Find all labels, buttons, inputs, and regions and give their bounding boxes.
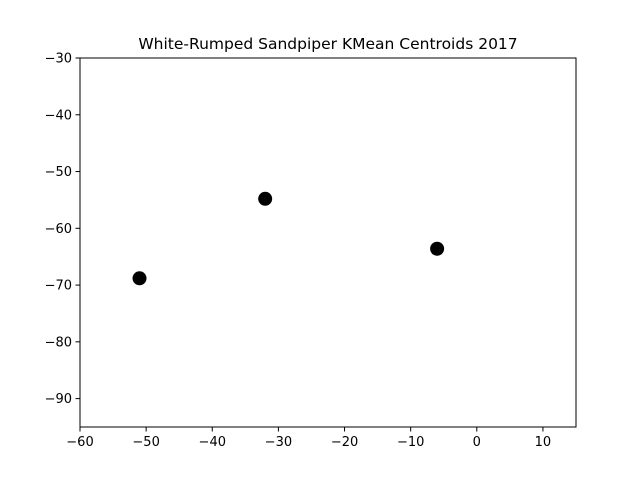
plot-frame (79, 57, 577, 428)
x-tick-label: −20 (331, 435, 358, 450)
chart-title: White-Rumped Sandpiper KMean Centroids 2… (138, 35, 517, 53)
x-tick-label: 0 (473, 435, 481, 450)
plot-area: −60 −50 −40 −30 −20 −10 0 10 −30 −40 −50 −60 −70 −80 −… (45, 52, 552, 451)
y-tick-label: −80 (45, 335, 72, 350)
y-tick-label: −50 (45, 165, 72, 180)
y-tick-label: −30 (45, 52, 72, 67)
centroid-point (132, 271, 147, 286)
y-tick-label: −70 (45, 279, 72, 294)
centroid-point (258, 191, 273, 206)
x-tick-label: −60 (66, 435, 93, 450)
y-tick-label: −90 (45, 392, 72, 407)
y-tick-label: −60 (45, 222, 72, 237)
x-tick-label: −10 (397, 435, 424, 450)
centroid-point (430, 241, 445, 256)
x-tick-label: 10 (535, 435, 552, 450)
y-tick-label: −40 (45, 108, 72, 123)
x-tick-label: −50 (132, 435, 159, 450)
x-tick-label: −40 (199, 435, 226, 450)
x-tick-label: −30 (265, 435, 292, 450)
